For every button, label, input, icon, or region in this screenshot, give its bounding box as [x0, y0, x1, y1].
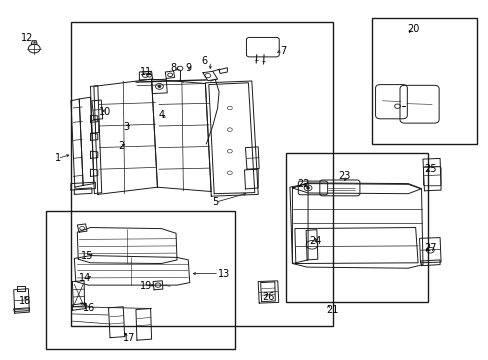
- Text: 1: 1: [55, 153, 61, 163]
- Text: 3: 3: [123, 122, 129, 132]
- Text: 21: 21: [325, 305, 338, 315]
- Bar: [285, 153, 427, 302]
- Text: 12: 12: [20, 33, 33, 43]
- Text: 5: 5: [212, 197, 218, 207]
- Text: 15: 15: [81, 251, 93, 261]
- Text: 25: 25: [423, 164, 436, 174]
- Text: 20: 20: [406, 24, 419, 34]
- Text: 7: 7: [280, 46, 286, 56]
- Text: 13: 13: [217, 269, 230, 279]
- Text: 22: 22: [296, 179, 309, 189]
- Text: 11: 11: [139, 67, 152, 77]
- Bar: [371, 18, 476, 144]
- Bar: [46, 211, 234, 349]
- Text: 6: 6: [201, 56, 207, 66]
- Bar: [71, 22, 332, 326]
- Text: 10: 10: [99, 107, 111, 117]
- Text: 27: 27: [423, 243, 436, 253]
- Text: 23: 23: [338, 171, 350, 181]
- Text: 8: 8: [170, 63, 176, 73]
- Circle shape: [158, 85, 161, 87]
- Text: 24: 24: [308, 236, 321, 246]
- Text: 2: 2: [118, 141, 124, 151]
- Text: 19: 19: [139, 281, 152, 291]
- Circle shape: [306, 187, 309, 189]
- Text: 4: 4: [158, 110, 164, 120]
- Text: 17: 17: [123, 333, 136, 343]
- Text: 18: 18: [19, 296, 32, 306]
- Text: 26: 26: [261, 292, 274, 302]
- Text: 9: 9: [185, 63, 191, 73]
- Text: 16: 16: [83, 303, 96, 313]
- Text: 14: 14: [79, 273, 92, 283]
